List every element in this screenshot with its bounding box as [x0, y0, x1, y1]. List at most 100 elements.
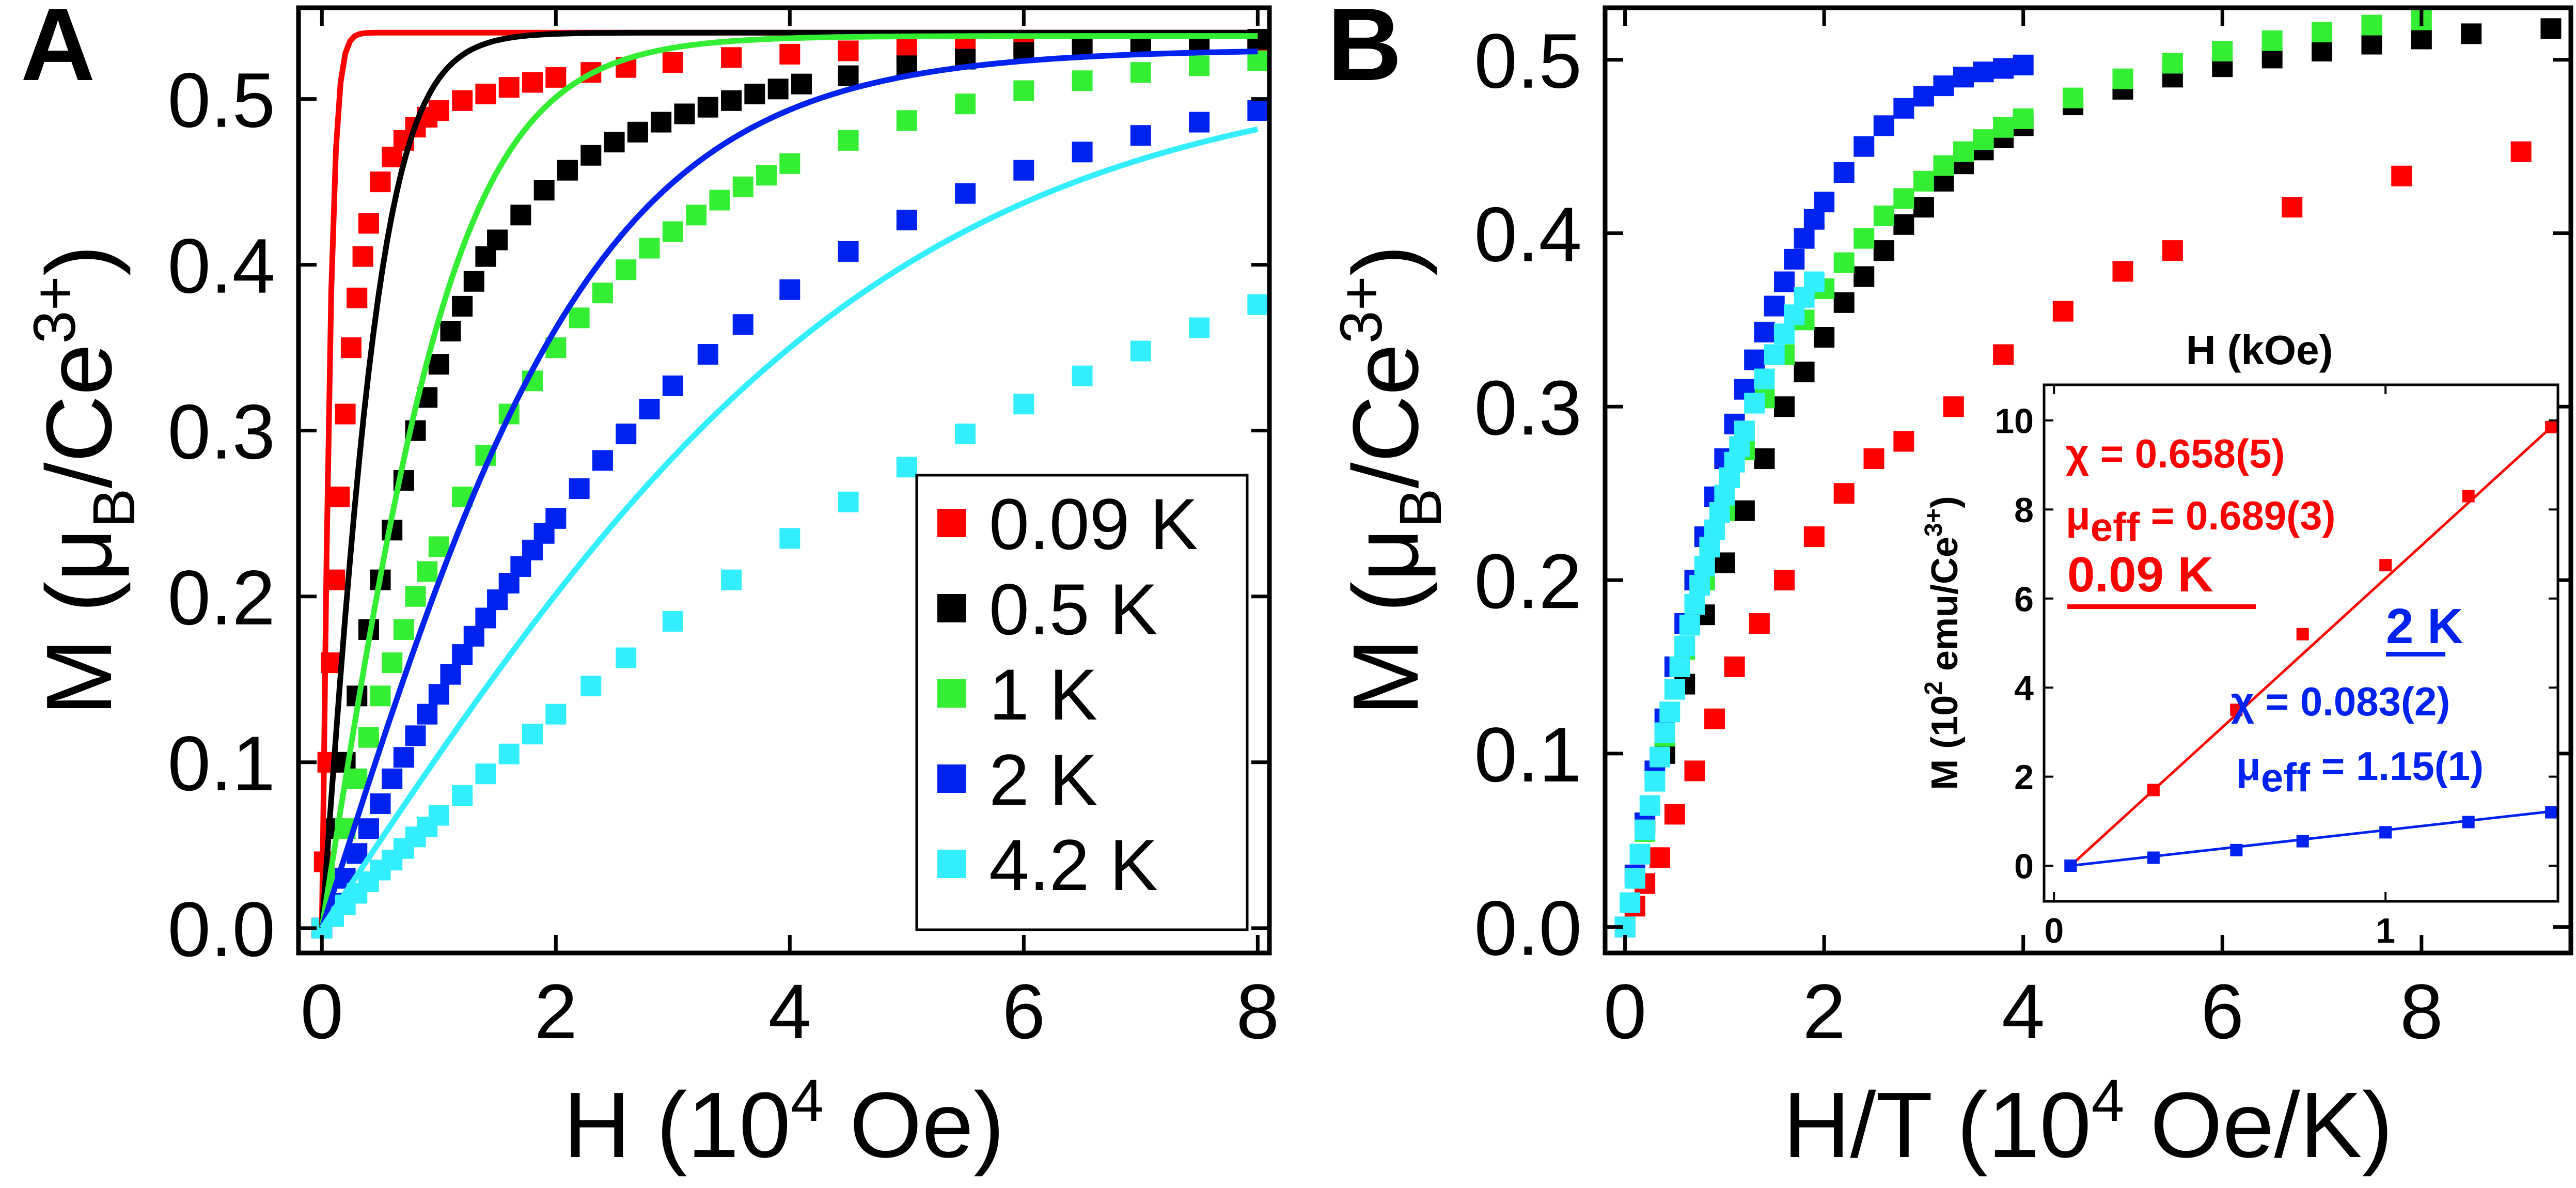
- y-tick-label: 0.0: [1474, 885, 1582, 972]
- point-0.09K: [2052, 301, 2074, 322]
- point-0.09K: [2282, 197, 2303, 218]
- point-4.2K: [1699, 537, 1720, 558]
- point-2K: [1130, 125, 1151, 146]
- point-0.09K: [358, 213, 379, 234]
- panel-a-frame: [296, 5, 1272, 956]
- point-2K: [662, 376, 683, 396]
- point-4.2K: [522, 724, 543, 745]
- point-4.2K: [779, 528, 800, 549]
- inset-red-temp: 0.09 K: [2067, 547, 2213, 602]
- point-4.2K: [1247, 294, 1268, 315]
- panel-a-label: A: [21, 0, 95, 102]
- point-4.2K: [1674, 635, 1695, 656]
- point-0.09K: [2391, 165, 2412, 186]
- point-0.5K: [2540, 18, 2562, 39]
- point-4.2K: [1072, 365, 1093, 386]
- point-0.5K: [452, 295, 473, 317]
- point-0.5K: [2312, 40, 2333, 61]
- point-0.5K: [440, 321, 461, 342]
- point-2K: [1973, 61, 1994, 83]
- point-2K: [697, 344, 718, 365]
- point-2K: [2462, 816, 2475, 829]
- point-4.2K: [1803, 271, 1825, 292]
- point-1K: [2013, 108, 2034, 129]
- point-0.09K: [329, 487, 350, 508]
- point-2K: [440, 664, 461, 685]
- legend-marker-1K: [937, 679, 966, 708]
- point-1K: [616, 259, 637, 280]
- point-4.2K: [1635, 819, 1656, 840]
- fit-curve-fit4.2K: [319, 126, 1259, 930]
- fit-curve-fit0.5K: [319, 29, 1258, 929]
- point-0.5K: [674, 103, 695, 124]
- point-0.09K: [2462, 490, 2475, 503]
- point-0.09K: [838, 40, 859, 61]
- point-2K: [1189, 112, 1210, 133]
- point-4.2K: [616, 647, 637, 668]
- point-1K: [779, 153, 800, 174]
- point-1K: [2212, 40, 2233, 61]
- panel-b-label: B: [1327, 0, 1402, 102]
- point-0.09K: [779, 43, 800, 65]
- point-0.5K: [1873, 240, 1894, 261]
- y-tick-label: 0.5: [1474, 18, 1582, 104]
- point-0.09K: [1863, 448, 1884, 470]
- inset-red-chi: χ = 0.658(5): [2066, 431, 2285, 476]
- point-4.2K: [428, 805, 449, 826]
- point-4.2K: [1650, 746, 1671, 768]
- point-0.09K: [2147, 784, 2160, 796]
- point-1K: [370, 685, 391, 707]
- point-4.2K: [1764, 344, 1785, 365]
- point-0.09K: [2230, 704, 2243, 716]
- point-2K: [405, 725, 426, 746]
- y-tick-label: 0.3: [167, 388, 275, 475]
- point-1K: [358, 727, 379, 748]
- point-0.5K: [1854, 266, 1875, 287]
- point-0.09K: [1650, 847, 1671, 868]
- legend-marker-0.5K: [937, 594, 966, 622]
- point-4.2K: [721, 569, 742, 590]
- legend-label-4.2K: 4.2 K: [989, 824, 1158, 905]
- point-0.5K: [1754, 448, 1775, 470]
- point-1K: [2312, 22, 2333, 43]
- panel-b-axes: 0 2 4 6 8 0.0 0.1 0.2 0.3 0.4 0.5: [1474, 8, 2571, 1055]
- y-tick-label: 10: [1994, 401, 2034, 441]
- point-2K: [1072, 142, 1093, 163]
- point-4.2K: [1620, 892, 1641, 913]
- point-1K: [1893, 188, 1914, 209]
- point-0.5K: [463, 271, 484, 292]
- point-2K: [955, 183, 976, 204]
- point-2K: [1247, 100, 1268, 121]
- inset-red-temp-underline: [2067, 604, 2256, 609]
- point-2K: [463, 626, 484, 647]
- inset-background: [2044, 385, 2558, 901]
- point-1K: [1854, 228, 1875, 249]
- point-2K: [2147, 851, 2160, 864]
- y-tick-label: 0.4: [1474, 191, 1582, 278]
- point-0.09K: [1833, 483, 1855, 504]
- x-tick-label: 8: [2400, 968, 2443, 1055]
- x-tick-label: 6: [2201, 968, 2244, 1055]
- point-2K: [569, 478, 590, 499]
- point-0.5K: [721, 90, 742, 111]
- y-tick-label: 0.1: [167, 720, 275, 807]
- point-4.2K: [1694, 556, 1715, 577]
- point-0.5K: [1833, 292, 1855, 313]
- point-0.5K: [744, 83, 765, 104]
- y-tick-label: 0.0: [167, 886, 275, 973]
- inset-blue-chi: χ = 0.083(2): [2231, 679, 2450, 724]
- point-0.09K: [2296, 628, 2309, 640]
- point-4.2K: [1669, 656, 1690, 677]
- legend-label-1K: 1 K: [989, 654, 1097, 735]
- point-4.2K: [545, 704, 567, 725]
- point-0.5K: [604, 132, 625, 153]
- point-0.09K: [347, 287, 368, 308]
- point-0.09K: [662, 52, 683, 73]
- point-1K: [569, 307, 590, 329]
- point-2K: [1814, 192, 1835, 213]
- y-tick-label: 0: [2014, 847, 2034, 886]
- panel-b-frame: [1603, 5, 2573, 956]
- point-0.09K: [1684, 760, 1705, 781]
- point-0.5K: [533, 180, 555, 201]
